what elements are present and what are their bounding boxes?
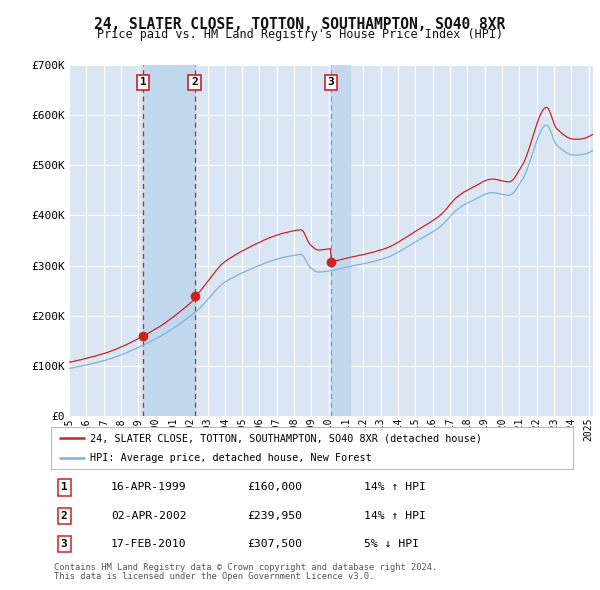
- Text: 1: 1: [61, 483, 67, 493]
- Text: 02-APR-2002: 02-APR-2002: [111, 510, 187, 520]
- Text: 17-FEB-2010: 17-FEB-2010: [111, 539, 187, 549]
- Text: 14% ↑ HPI: 14% ↑ HPI: [364, 483, 426, 493]
- Text: HPI: Average price, detached house, New Forest: HPI: Average price, detached house, New …: [90, 453, 372, 463]
- Text: 2: 2: [191, 77, 198, 87]
- Text: Price paid vs. HM Land Registry's House Price Index (HPI): Price paid vs. HM Land Registry's House …: [97, 28, 503, 41]
- Text: This data is licensed under the Open Government Licence v3.0.: This data is licensed under the Open Gov…: [54, 572, 374, 581]
- Text: 24, SLATER CLOSE, TOTTON, SOUTHAMPTON, SO40 8XR: 24, SLATER CLOSE, TOTTON, SOUTHAMPTON, S…: [94, 17, 506, 31]
- Text: £160,000: £160,000: [247, 483, 302, 493]
- Bar: [331, 65, 350, 416]
- Text: 2: 2: [61, 510, 67, 520]
- Text: 3: 3: [61, 539, 67, 549]
- Text: 24, SLATER CLOSE, TOTTON, SOUTHAMPTON, SO40 8XR (detached house): 24, SLATER CLOSE, TOTTON, SOUTHAMPTON, S…: [90, 433, 482, 443]
- Text: 1: 1: [140, 77, 146, 87]
- Text: 14% ↑ HPI: 14% ↑ HPI: [364, 510, 426, 520]
- Text: £239,950: £239,950: [247, 510, 302, 520]
- Text: 3: 3: [328, 77, 334, 87]
- Bar: [143, 65, 194, 416]
- Text: 5% ↓ HPI: 5% ↓ HPI: [364, 539, 419, 549]
- Text: Contains HM Land Registry data © Crown copyright and database right 2024.: Contains HM Land Registry data © Crown c…: [54, 563, 437, 572]
- Text: 16-APR-1999: 16-APR-1999: [111, 483, 187, 493]
- Text: £307,500: £307,500: [247, 539, 302, 549]
